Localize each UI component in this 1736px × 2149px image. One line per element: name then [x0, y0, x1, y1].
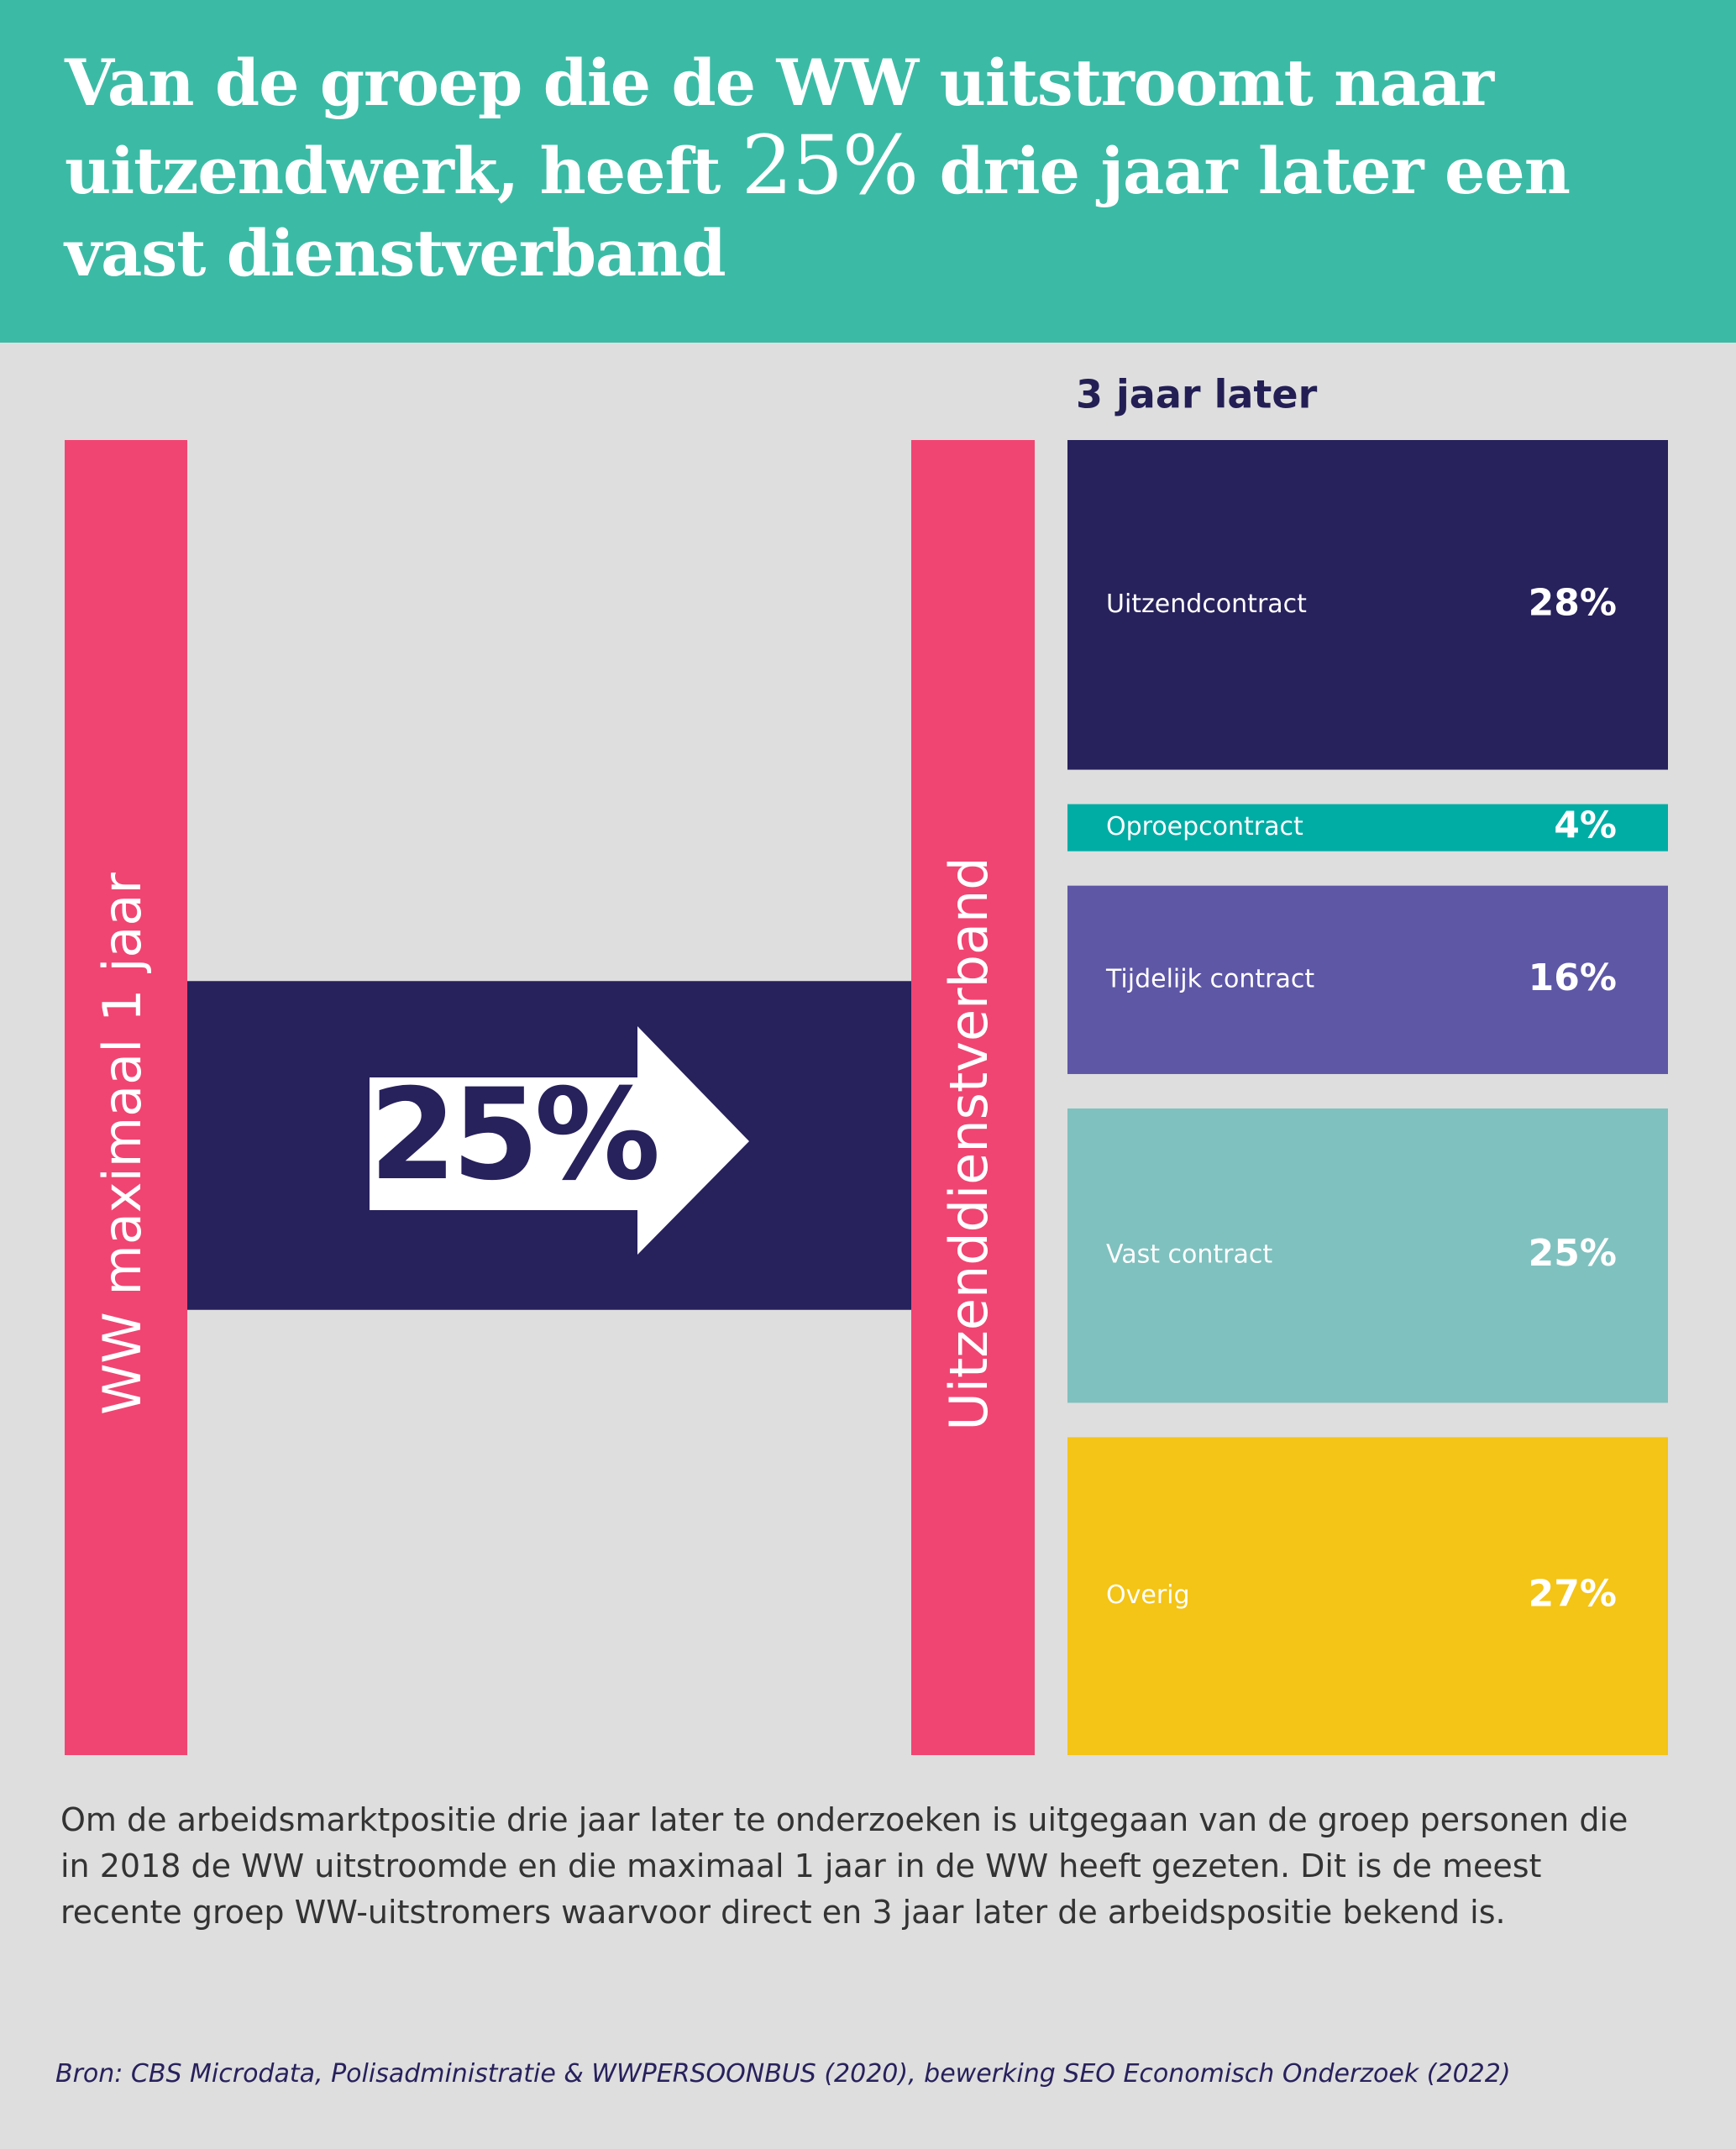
chart-title: Van de groep die de WW uitstroomt naar u…	[65, 42, 1660, 295]
value-label: 16%	[1529, 957, 1617, 999]
category-label: Tijdelijk contract	[1105, 964, 1314, 993]
breakdown-bar	[1067, 440, 1668, 770]
flow-arrow	[370, 1026, 749, 1255]
category-label: Vast contract	[1106, 1240, 1272, 1270]
breakdown-bar	[1067, 1108, 1668, 1403]
note: Om de arbeidsmarktpositie drie jaar late…	[60, 1801, 1628, 1931]
breakdown-bar	[1067, 804, 1668, 852]
target-node-label: Uitzenddienstverband	[938, 857, 999, 1430]
category-label: Oproepcontract	[1106, 812, 1303, 841]
value-label: 25%	[1529, 1232, 1617, 1275]
value-label: 28%	[1529, 581, 1617, 624]
value-label: 4%	[1554, 805, 1617, 847]
breakdown-title: 3 jaar later	[1076, 372, 1318, 417]
header	[0, 0, 1736, 343]
source-node	[65, 440, 187, 1755]
source: Bron: CBS Microdata, Polisadministratie …	[55, 2059, 1511, 2089]
value-label: 27%	[1529, 1573, 1617, 1616]
breakdown-bar	[1067, 1437, 1668, 1755]
title-highlight: 25%	[741, 118, 919, 212]
source-node-label: WW maximaal 1 jaar	[92, 873, 153, 1415]
target-node	[911, 440, 1035, 1755]
category-label: Overig	[1106, 1580, 1190, 1610]
breakdown-bar	[1067, 885, 1668, 1074]
title-text: Van de groep die de WW uitstroomt naar u…	[65, 45, 1494, 208]
flow-label: 25%	[369, 1062, 657, 1208]
title-text: drie jaar later een vast dienstverband	[65, 134, 1571, 291]
category-label: Uitzendcontract	[1106, 590, 1307, 619]
